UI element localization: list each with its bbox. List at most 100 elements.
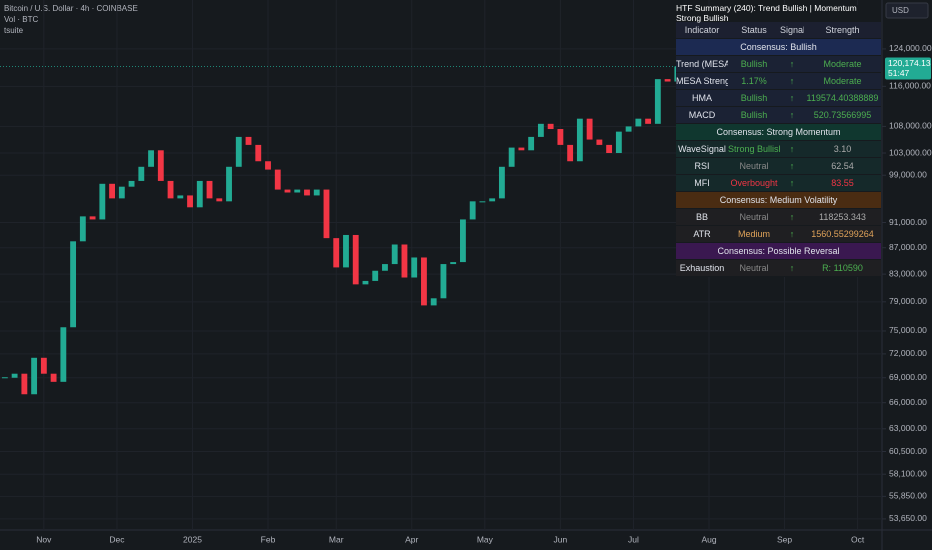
y-tick-label: 69,000.00	[889, 372, 927, 382]
candle-body	[177, 195, 184, 199]
table-cell: Bullish	[740, 110, 768, 120]
candle-body	[274, 169, 281, 190]
table-cell: MACD	[688, 110, 716, 120]
candle-body	[157, 150, 164, 181]
x-tick-label: May	[477, 534, 494, 544]
column-header: Indicator	[684, 25, 720, 35]
table-row: MFI Overbought ↑ 83.55	[676, 175, 881, 192]
table-row: MESA Strength 1.17% ↑ Moderate	[676, 73, 881, 90]
table-row: Trend (MESA) Bullish ↑ Moderate	[676, 56, 881, 73]
table-cell: 1.17%	[741, 76, 767, 86]
candle-body	[79, 216, 86, 242]
candle-body	[265, 161, 271, 170]
table-cell: ATR	[693, 229, 711, 239]
table-cell: RSI	[694, 161, 710, 171]
candle-body	[294, 189, 301, 193]
table-cell: ↑	[789, 144, 795, 154]
group-header: Consensus: Possible Reversal	[676, 243, 881, 260]
table-cell: Moderate	[823, 76, 862, 86]
table-cell: Moderate	[823, 59, 862, 69]
table-header: Indicator Status Signal Strength	[676, 22, 881, 39]
candle-body	[411, 257, 418, 278]
candle-body	[625, 126, 632, 132]
indicator-label: tsuite	[4, 26, 24, 35]
candle-body	[537, 123, 544, 137]
table-cell: 520.73566995	[813, 110, 872, 120]
candle-body	[206, 180, 213, 199]
candle-body	[391, 244, 398, 265]
candle-body	[50, 373, 57, 382]
table-cell: 83.55	[831, 178, 854, 188]
candle-body	[40, 357, 47, 374]
table-row: RSI Neutral ↑ 62.54	[676, 158, 881, 175]
table-cell: BB	[695, 212, 708, 222]
table-cell: Trend (MESA)	[676, 59, 728, 69]
y-tick-label: 60,500.00	[889, 446, 927, 456]
y-tick-label: 79,000.00	[889, 296, 927, 306]
candle-body	[31, 357, 38, 395]
candle-body	[421, 257, 427, 306]
candle-body	[664, 79, 671, 82]
table-cell: Neutral	[739, 212, 769, 222]
table-row: BB Neutral ↑ 118253.343	[676, 209, 881, 226]
candle-body	[528, 136, 535, 151]
y-tick-label: 91,000.00	[889, 217, 927, 227]
x-tick-label: Nov	[36, 534, 52, 544]
table-row: Exhaustion Neutral ↑ R: 110590	[676, 260, 881, 277]
candle-body	[450, 262, 457, 265]
column-header: Signal	[780, 25, 804, 35]
candle-body	[89, 216, 96, 220]
table-cell: WaveSignal	[678, 144, 726, 154]
table-cell: ↑	[789, 93, 795, 103]
x-tick-label: Apr	[405, 534, 418, 544]
candle-body	[547, 123, 554, 130]
y-tick-label: 66,000.00	[889, 397, 927, 407]
table-cell: ↑	[789, 263, 795, 273]
y-tick-label: 116,000.00	[889, 81, 931, 91]
candle-body	[382, 264, 388, 271]
summary-table: HTF Summary (240): Trend Bullish | Momen…	[676, 3, 881, 277]
candle-body	[138, 166, 145, 181]
table-cell: Neutral	[739, 263, 769, 273]
x-tick-label: Dec	[109, 534, 125, 544]
table-cell: R: 110590	[822, 263, 863, 273]
candle-body	[615, 131, 622, 154]
table-row: HMA Bullish ↑ 119574.40388889	[676, 90, 881, 107]
candle-body	[606, 144, 613, 154]
x-tick-label: Aug	[701, 534, 716, 544]
group-header: Consensus: Bullish	[676, 39, 881, 56]
price-tag-label: 120,174.13	[888, 58, 931, 68]
table-cell: ↑	[789, 59, 795, 69]
candle-body	[557, 129, 564, 145]
currency-button[interactable]	[885, 2, 929, 19]
table-row: ATR Medium ↑ 1560.55299264	[676, 226, 881, 243]
table-cell: 1560.55299264	[811, 229, 874, 239]
table-row: WaveSignal Strong Bullish ↑ 3.10	[676, 141, 881, 158]
candle-body	[576, 118, 583, 162]
x-tick-label: 2025	[183, 534, 202, 544]
table-cell: 118253.343	[819, 212, 866, 222]
table-cell: MESA Strength	[676, 76, 728, 86]
y-tick-label: 99,000.00	[889, 169, 927, 179]
y-tick-label: 63,000.00	[889, 423, 927, 433]
candle-body	[128, 180, 135, 187]
candle-body	[196, 180, 203, 208]
currency[interactable]: USD	[892, 6, 909, 15]
table-cell: Strong Bullish	[728, 144, 780, 154]
candle-body	[489, 198, 496, 202]
y-tick-label: 75,000.00	[889, 325, 927, 335]
group-header: Consensus: Strong Momentum	[676, 124, 881, 141]
x-tick-label: Jul	[628, 534, 639, 544]
y-tick-label: 55,850.00	[889, 491, 927, 501]
candle-body	[430, 298, 437, 306]
candle-body	[460, 219, 466, 263]
candle-body	[226, 166, 232, 202]
column-header: Strength	[825, 25, 860, 35]
candle-body	[372, 270, 379, 281]
table-cell: ↑	[789, 178, 795, 188]
symbol: Bitcoin / U.S. Dollar · 4h · COINBASE	[4, 4, 138, 13]
candle-body	[508, 147, 515, 167]
table-title: HTF Summary (240): Trend Bullish | Momen…	[676, 3, 881, 23]
candle-body	[187, 195, 193, 208]
candle-body	[586, 118, 593, 140]
